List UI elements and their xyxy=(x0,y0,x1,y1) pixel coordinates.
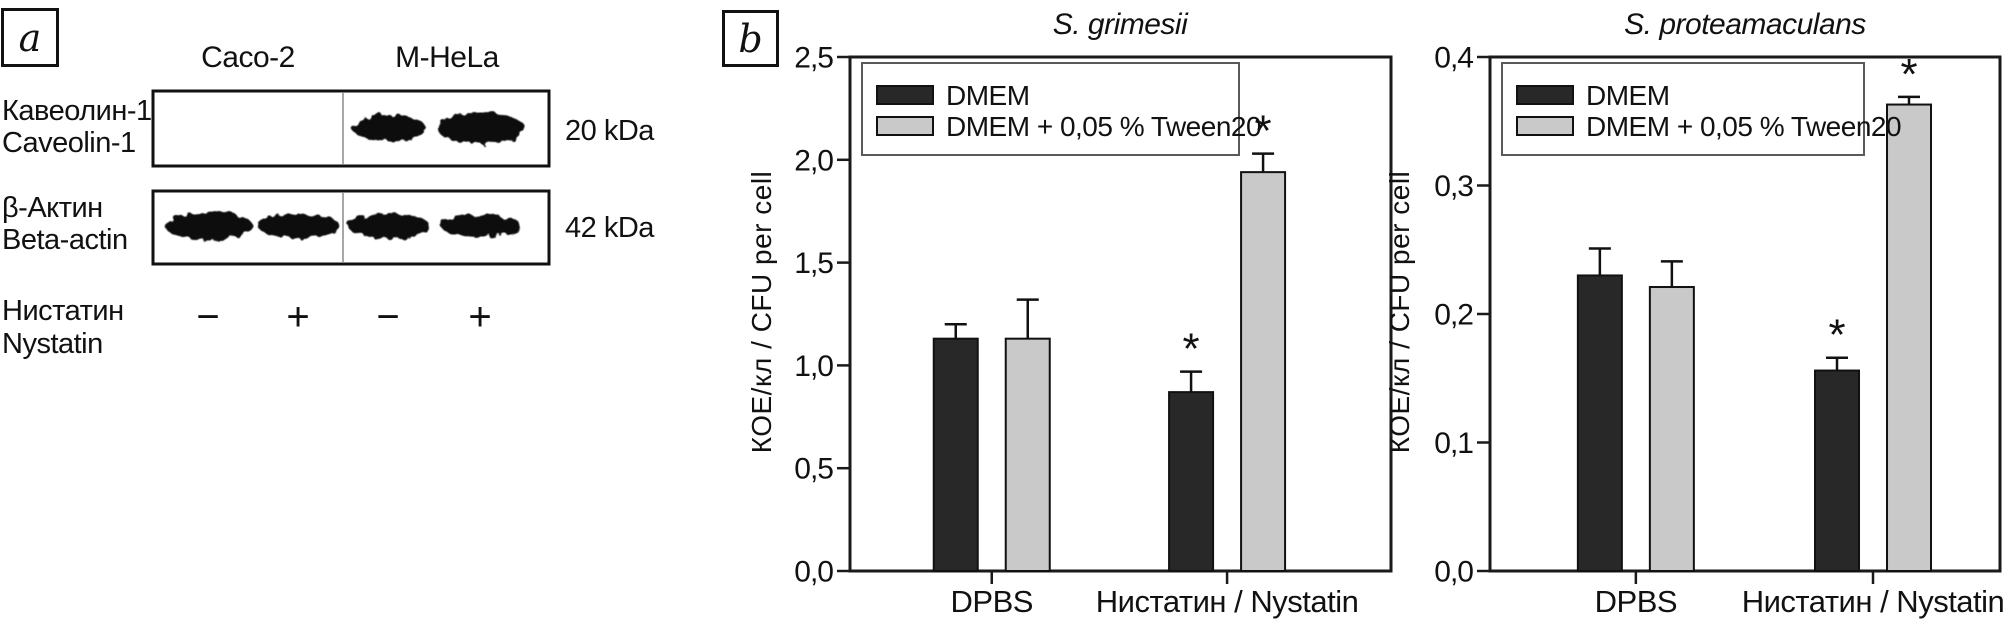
legend-label: DMEM xyxy=(946,80,1030,111)
blot-row-label-caveolin: Кавеолин-1 Caveolin-1 xyxy=(2,95,152,159)
protein-band xyxy=(258,214,340,238)
blot-row-label-caveolin-ru: Кавеолин-1 xyxy=(2,95,152,127)
western-blot-graphic xyxy=(151,89,551,266)
chart-title: S. proteamaculans xyxy=(1624,8,1866,41)
bar xyxy=(1814,369,1861,573)
blot-row-label-caveolin-en: Caveolin-1 xyxy=(2,127,136,159)
legend-label: DMEM + 0,05 % Tween20 xyxy=(946,111,1261,142)
y-tick-label: 0,0 xyxy=(794,556,833,589)
chart-proteamaculans: S. proteamaculans КОЕ/кл / CFU per cell 0,… xyxy=(1384,8,2005,619)
x-tick-label: DPBS xyxy=(951,584,1033,619)
protein-band xyxy=(352,115,426,141)
legend-box xyxy=(1501,62,1865,156)
y-tick-label: 0,1 xyxy=(1434,427,1473,460)
x-tick-label: Нистатин / Nystatin xyxy=(1742,584,2005,619)
treatment-label: Нистатин Nystatin xyxy=(2,295,124,361)
bar xyxy=(1576,274,1623,572)
y-tick-label: 0,2 xyxy=(1434,299,1473,332)
molecular-weight-actin: 42 kDa xyxy=(565,212,654,244)
significance-asterisk: * xyxy=(1900,50,1917,99)
chart-title: S. grimesii xyxy=(1053,8,1189,41)
treatment-sign-lane2: + xyxy=(286,295,310,339)
legend-swatch xyxy=(876,85,934,105)
protein-band xyxy=(165,212,253,240)
treatment-sign-lane4: + xyxy=(468,295,492,339)
y-axis-title: КОЕ/кл / CFU per cell xyxy=(1384,171,1415,454)
legend-box xyxy=(861,62,1240,156)
y-tick-label: 1,5 xyxy=(794,247,833,280)
protein-band xyxy=(441,215,521,237)
legend-label: DMEM xyxy=(1586,80,1670,111)
x-tick-label: DPBS xyxy=(1595,584,1677,619)
y-tick-label: 0,4 xyxy=(1434,42,1473,75)
significance-asterisk: * xyxy=(1255,107,1272,156)
y-tick-label: 1,0 xyxy=(794,350,833,383)
significance-asterisk: * xyxy=(1828,311,1845,360)
y-tick-label: 2,0 xyxy=(794,144,833,177)
molecular-weight-caveolin: 20 kDa xyxy=(565,115,654,147)
cell-line-label-caco2: Caco-2 xyxy=(201,41,295,74)
bar xyxy=(1886,103,1933,572)
y-tick-label: 2,5 xyxy=(794,42,833,75)
chart-grimesii: S. grimesii КОЕ/кл / CFU per cell 0,0 0,5 1,… xyxy=(746,8,1393,619)
y-axis-title: КОЕ/кл / CFU per cell xyxy=(746,171,777,454)
protein-band xyxy=(348,214,430,238)
treatment-sign-lane3: − xyxy=(376,295,400,339)
blot-row-label-actin: β-Актин Beta-actin xyxy=(2,192,128,256)
legend-swatch xyxy=(876,116,934,136)
blot-row-label-actin-en: Beta-actin xyxy=(2,224,128,256)
bar xyxy=(932,337,979,572)
bar xyxy=(1004,337,1051,572)
treatment-label-ru: Нистатин xyxy=(2,295,124,327)
y-tick-label: 0,5 xyxy=(794,453,833,486)
y-tick-label: 0,0 xyxy=(1434,556,1473,589)
panel-a-label: a xyxy=(18,15,42,60)
protein-band xyxy=(437,112,525,144)
x-tick-label: Нистатин / Nystatin xyxy=(1096,584,1359,619)
y-tick-label: 0,3 xyxy=(1434,170,1473,203)
panel-b-label: b xyxy=(738,16,763,61)
panel-b-label-box: b xyxy=(722,10,779,67)
blot-row-label-actin-ru: β-Актин xyxy=(2,192,103,224)
bar xyxy=(1240,171,1287,573)
bar xyxy=(1648,286,1695,572)
cell-line-label-mhela: M-HeLa xyxy=(395,41,499,74)
legend-swatch xyxy=(1516,85,1574,105)
legend-swatch xyxy=(1516,116,1574,136)
legend-label: DMEM + 0,05 % Tween20 xyxy=(1586,111,1901,142)
treatment-sign-lane1: − xyxy=(196,295,220,339)
plot-frame xyxy=(848,55,1393,573)
treatment-label-en: Nystatin xyxy=(2,328,103,360)
significance-asterisk: * xyxy=(1183,325,1200,374)
bar xyxy=(1168,391,1215,572)
panel-a-label-box: a xyxy=(1,8,59,67)
